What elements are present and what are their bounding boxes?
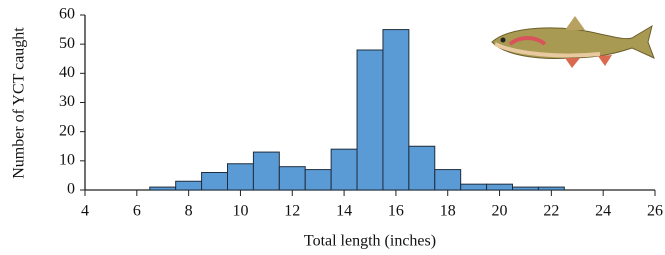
y-tick-label: 40 bbox=[59, 64, 75, 81]
y-tick-label: 60 bbox=[59, 6, 75, 23]
fish-illustration bbox=[492, 16, 654, 68]
bar bbox=[331, 149, 357, 190]
bar bbox=[487, 184, 513, 190]
x-axis-label: Total length (inches) bbox=[304, 233, 436, 250]
x-tick-label: 20 bbox=[492, 203, 508, 220]
bar bbox=[279, 167, 305, 190]
y-tick-label: 20 bbox=[59, 122, 75, 139]
bar bbox=[305, 170, 331, 190]
bar bbox=[435, 170, 461, 190]
y-axis-label: Number of YCT caught bbox=[11, 27, 28, 179]
x-tick-label: 24 bbox=[595, 203, 611, 220]
bar bbox=[513, 187, 539, 190]
x-tick-label: 26 bbox=[647, 203, 663, 220]
x-tick-label: 4 bbox=[81, 203, 89, 220]
bar bbox=[202, 173, 228, 191]
x-tick-label: 8 bbox=[185, 203, 193, 220]
x-tick-label: 18 bbox=[440, 203, 456, 220]
bar bbox=[538, 187, 564, 190]
x-tick-label: 6 bbox=[133, 203, 141, 220]
bar bbox=[357, 50, 383, 190]
x-tick-label: 10 bbox=[232, 203, 248, 220]
y-tick-label: 10 bbox=[59, 152, 75, 169]
chart: Number of YCT caught Total length (inche… bbox=[0, 0, 665, 255]
y-tick-label: 50 bbox=[59, 35, 75, 52]
x-tick-label: 22 bbox=[543, 203, 559, 220]
x-tick-label: 14 bbox=[336, 203, 352, 220]
bar bbox=[461, 184, 487, 190]
bar bbox=[150, 187, 176, 190]
x-tick-label: 16 bbox=[388, 203, 404, 220]
bar bbox=[228, 164, 254, 190]
bar bbox=[409, 146, 435, 190]
bar bbox=[253, 152, 279, 190]
y-tick-label: 0 bbox=[67, 181, 75, 198]
x-tick-label: 12 bbox=[284, 203, 300, 220]
bar bbox=[176, 181, 202, 190]
bar bbox=[383, 30, 409, 190]
y-tick-label: 30 bbox=[59, 93, 75, 110]
